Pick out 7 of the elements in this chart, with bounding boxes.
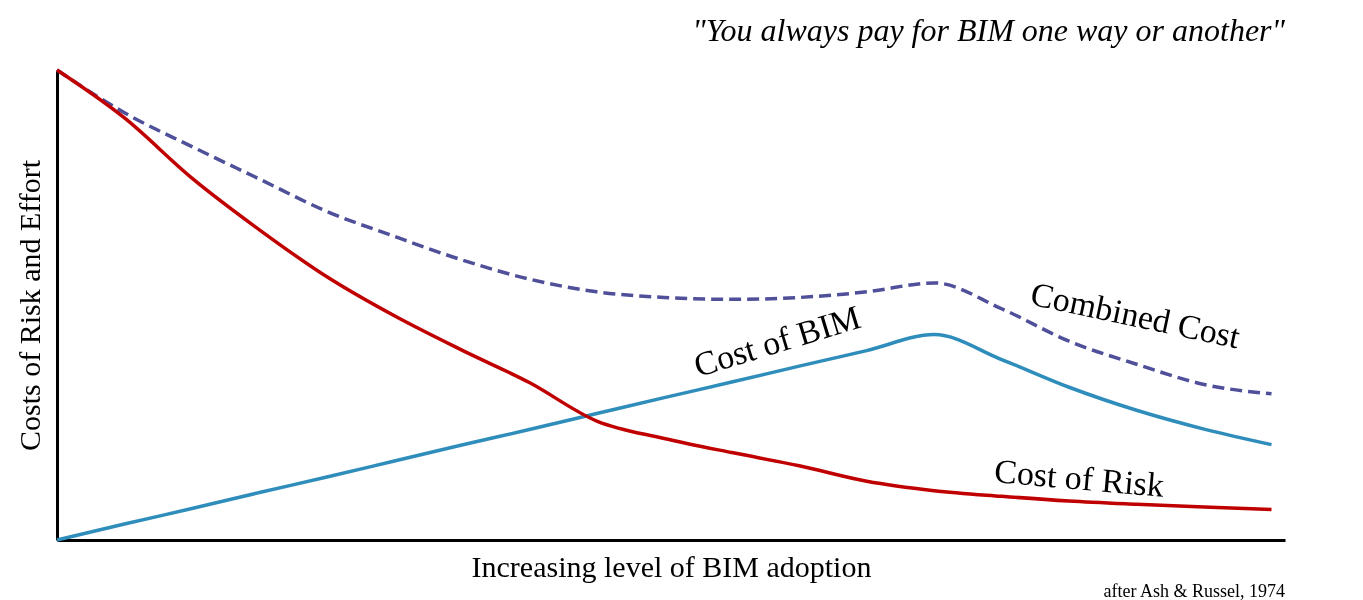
y-axis-title: Costs of Risk and Effort [12,159,46,452]
text: Cost of BIM [689,298,865,384]
text: Combined Cost [1027,274,1244,356]
series-label: Cost of Risk [992,452,1166,504]
chart-title: "You always pay for BIM one way or another" [692,12,1286,49]
text: after Ash & Russel, 1974 [1103,581,1285,600]
x-axis-title: Increasing level of BIM adoption [471,549,872,583]
